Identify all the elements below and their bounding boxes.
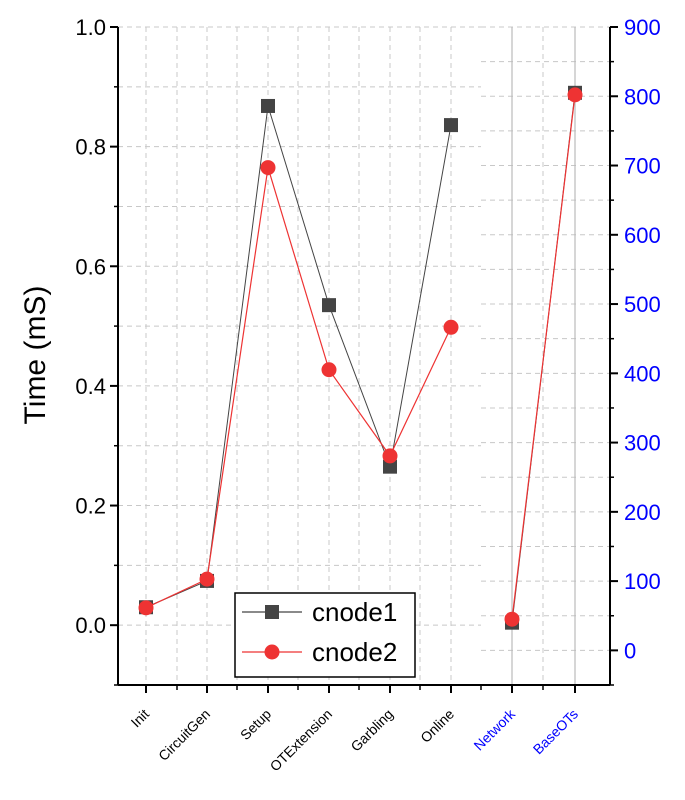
data-point-cnode2 bbox=[199, 571, 215, 587]
data-point-cnode2 bbox=[138, 600, 154, 616]
right-tick-label: 900 bbox=[624, 15, 661, 40]
series-line-cnode2 bbox=[145, 167, 452, 609]
right-tick-label: 700 bbox=[624, 154, 661, 179]
x-tick-label: OTExtension bbox=[267, 706, 336, 775]
right-tick-label: 100 bbox=[624, 569, 661, 594]
data-point-cnode1 bbox=[261, 98, 275, 113]
data-point-cnode2 bbox=[567, 87, 583, 103]
right-tick-label: 0 bbox=[624, 638, 636, 663]
data-point-cnode2 bbox=[443, 319, 459, 335]
right-tick-label: 400 bbox=[624, 361, 661, 386]
legend-label-cnode2: cnode2 bbox=[312, 637, 397, 667]
x-tick-label: Network bbox=[470, 705, 518, 753]
legend-marker-cnode1 bbox=[265, 605, 279, 619]
right-tick-label: 500 bbox=[624, 292, 661, 317]
left-tick-label: 0.2 bbox=[75, 494, 106, 519]
legend-marker-cnode2 bbox=[264, 644, 280, 660]
data-point-cnode2 bbox=[260, 160, 276, 176]
left-tick-label: 1.0 bbox=[75, 15, 106, 40]
x-tick-label: Online bbox=[417, 706, 457, 746]
x-tick-label: Init bbox=[128, 706, 153, 731]
x-tick-label: CircuitGen bbox=[155, 706, 213, 764]
x-tick-label: Garbling bbox=[347, 706, 396, 755]
right-tick-label: 200 bbox=[624, 500, 661, 525]
x-tick-label: BaseOTs bbox=[530, 706, 581, 757]
data-point-cnode1 bbox=[322, 298, 336, 313]
legend-label-cnode1: cnode1 bbox=[312, 597, 397, 627]
data-point-cnode1 bbox=[444, 118, 458, 133]
right-tick-label: 800 bbox=[624, 84, 661, 109]
left-tick-label: 0.4 bbox=[75, 374, 106, 399]
separator-layer bbox=[511, 27, 576, 685]
data-point-cnode2 bbox=[504, 611, 520, 627]
left-tick-label: 0.0 bbox=[75, 613, 106, 638]
right-tick-label: 600 bbox=[624, 223, 661, 248]
legend: cnode1 cnode2 bbox=[234, 592, 416, 678]
x-tick-label: Setup bbox=[237, 706, 274, 743]
series-line-cnode1 bbox=[145, 105, 452, 608]
left-tick-label: 0.6 bbox=[75, 254, 106, 279]
series-layer bbox=[138, 85, 583, 630]
right-tick-label: 300 bbox=[624, 431, 661, 456]
left-tick-label: 0.8 bbox=[75, 135, 106, 160]
y-axis-label: Time (mS) bbox=[19, 286, 52, 425]
data-point-cnode1 bbox=[383, 459, 397, 474]
series-line-cnode2 bbox=[511, 94, 576, 620]
data-point-cnode2 bbox=[382, 448, 398, 464]
data-point-cnode2 bbox=[321, 362, 337, 378]
